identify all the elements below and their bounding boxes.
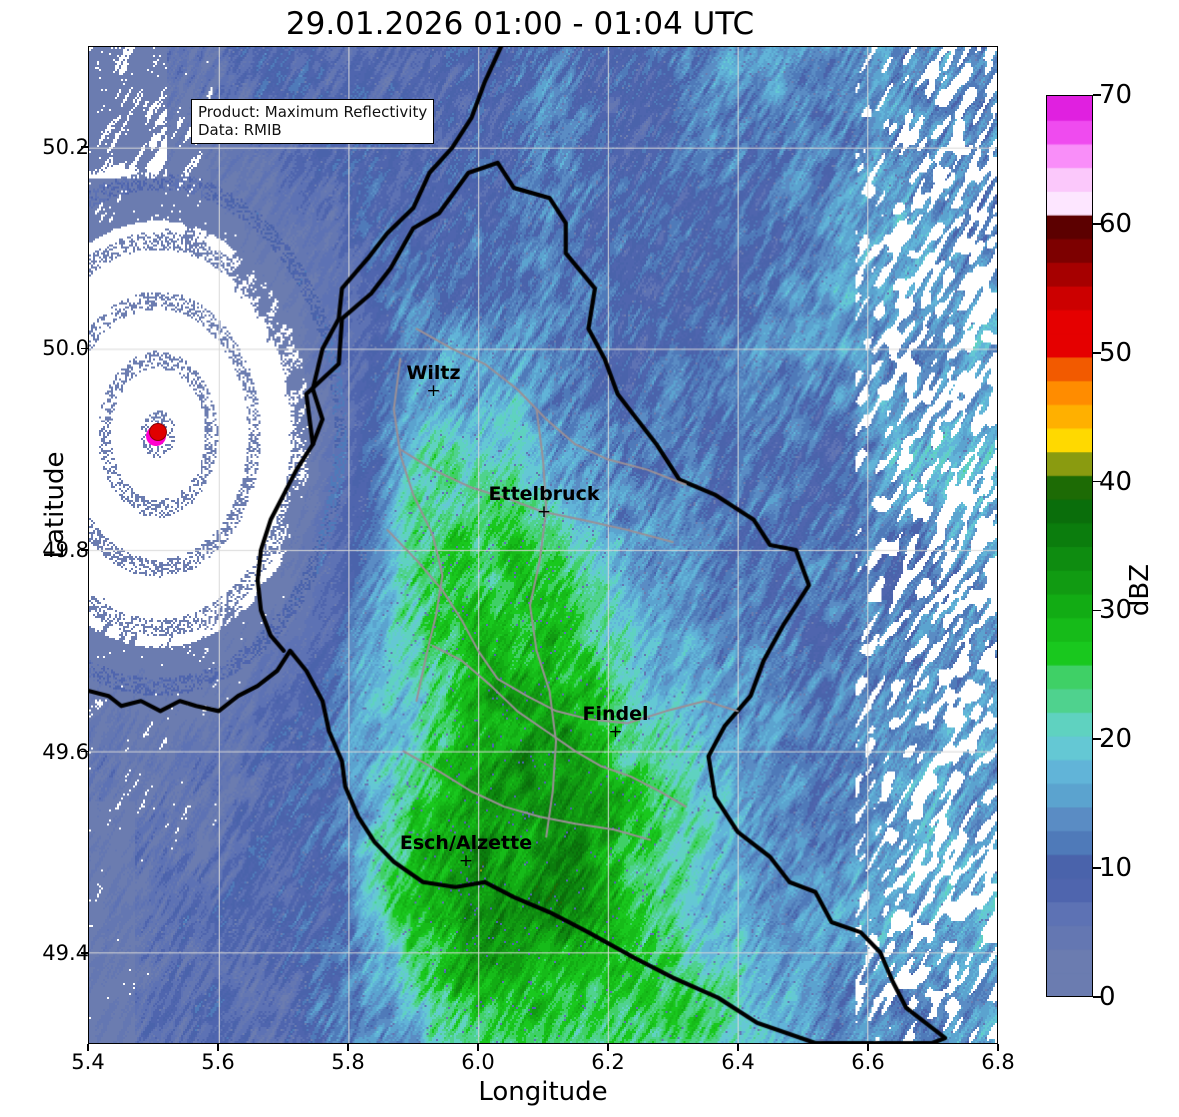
colorbar-tick-label: 40	[1099, 466, 1133, 497]
x-axis-tick-label: 5.4	[71, 1050, 105, 1074]
x-axis-tick-mark	[477, 1044, 479, 1051]
product-line: Product: Maximum Reflectivity	[198, 103, 428, 121]
colorbar-tick-label: 10	[1099, 853, 1133, 884]
y-axis-tick-mark	[81, 750, 88, 753]
x-axis-tick-mark	[867, 1044, 869, 1051]
radar-site-marker[interactable]	[146, 423, 168, 447]
x-axis-tick-mark	[997, 1044, 999, 1051]
x-axis-label: Longitude	[478, 1077, 608, 1107]
colorbar-tick-mark	[1093, 996, 1101, 998]
x-axis-tick-mark	[217, 1044, 219, 1051]
colorbar-tick-mark	[1093, 738, 1101, 741]
colorbar-tick-label: 20	[1099, 724, 1133, 755]
colorbar-tick-mark	[1093, 351, 1101, 354]
x-axis-tick-label: 6.4	[721, 1050, 755, 1074]
x-axis-tick-label: 6.6	[851, 1050, 885, 1074]
x-axis-tick-label: 6.8	[981, 1050, 1015, 1074]
x-axis-tick-label: 5.8	[331, 1050, 365, 1074]
colorbar-tick-label: 0	[1099, 982, 1116, 1012]
data-source-line: Data: RMIB	[198, 121, 282, 139]
colorbar-tick-label: 60	[1099, 208, 1133, 239]
radar-map-axes[interactable]: Wiltz + Ettelbruck + Findel + Esch/Alzette + Pr…	[88, 46, 998, 1044]
colorbar-tick-mark	[1093, 867, 1101, 869]
radar-site-core	[149, 423, 168, 442]
page-title: 29.01.2026 01:00 - 01:04 UTC	[285, 6, 755, 42]
colorbar-tick-mark	[1093, 609, 1101, 612]
x-axis-tick-mark	[607, 1044, 609, 1051]
x-axis-tick-label: 5.6	[201, 1050, 235, 1074]
x-axis-tick-label: 6.0	[461, 1050, 495, 1074]
x-axis-tick-mark	[87, 1044, 89, 1051]
colorbar-tick-label: 30	[1099, 595, 1133, 626]
y-axis-tick-mark	[81, 549, 88, 551]
y-axis-tick-mark	[81, 952, 88, 955]
x-axis-tick-mark	[737, 1044, 739, 1051]
map-borders-overlay	[89, 47, 997, 1043]
colorbar-tick-label: 70	[1099, 80, 1133, 110]
colorbar-tick-label: 50	[1099, 337, 1133, 368]
colorbar-gradient	[1047, 96, 1092, 996]
y-axis-tick-mark	[81, 347, 88, 350]
colorbar	[1046, 95, 1093, 997]
product-info-box: Product: Maximum Reflectivity Data: RMIB	[191, 99, 435, 144]
colorbar-label: dBZ	[1125, 563, 1155, 617]
x-axis-tick-label: 6.2	[591, 1050, 625, 1074]
y-axis-label: Latitude	[40, 451, 70, 559]
colorbar-tick-mark	[1093, 480, 1101, 483]
colorbar-tick-mark	[1093, 94, 1101, 96]
x-axis-tick-mark	[347, 1044, 349, 1051]
y-axis-tick-mark	[81, 146, 88, 148]
colorbar-tick-mark	[1093, 223, 1101, 225]
